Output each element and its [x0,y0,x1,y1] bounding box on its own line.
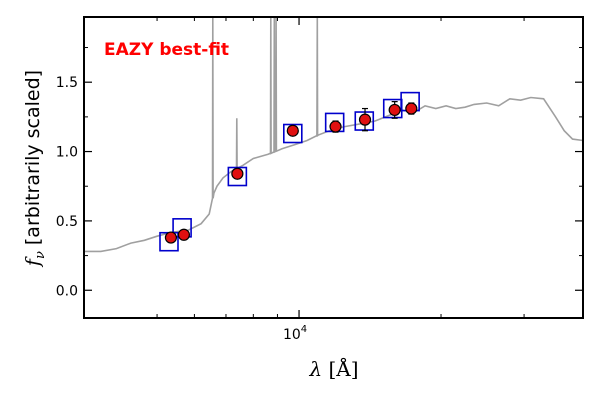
axis-ticks: 0.0 0.5 1.0 1.5 104 [56,17,583,343]
legend-annotation: EAZY best-fit [104,40,229,60]
obs-point-5 [358,113,372,126]
obs-point-2 [231,167,244,180]
plot-frame [83,16,584,319]
y-tick-label: 0.5 [56,214,78,230]
obs-point-4 [329,120,342,133]
obs-point-3 [286,124,299,137]
model-point-5 [354,111,375,131]
y-tick-label: 1.0 [56,145,78,161]
y-tick-label: 1.5 [56,75,78,91]
model-point-2 [227,166,248,187]
template-layer [84,17,583,253]
model-point-3 [283,123,303,144]
obs-point-1 [177,228,190,241]
obs-point-0 [164,231,178,244]
model-photometry-layer [159,91,420,252]
observed-photometry-layer [164,101,418,244]
obs-point-6 [388,103,401,117]
y-tick-label: 0.0 [56,283,78,299]
plot-content [84,17,583,253]
y-axis-label: fν [arbitrarily scaled] [22,70,48,268]
x-axis-label: λ [Å] [308,356,358,381]
template-spectrum-line [84,17,583,253]
obs-point-7 [405,102,418,115]
x-tick-label: 104 [283,324,307,343]
